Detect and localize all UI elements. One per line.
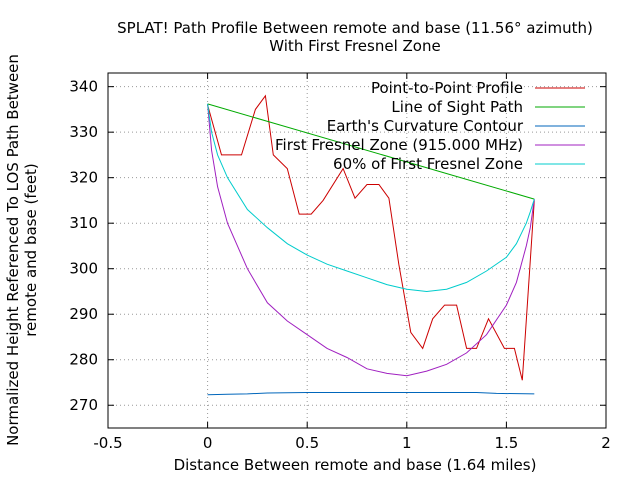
x-tick-label: 0 xyxy=(203,434,213,452)
legend-label-2: Earth's Curvature Contour xyxy=(327,117,524,135)
x-tick-label: 1 xyxy=(402,434,412,452)
chart-subtitle: With First Fresnel Zone xyxy=(269,37,440,55)
chart-title: SPLAT! Path Profile Between remote and b… xyxy=(117,19,593,37)
x-tick-label: 1.5 xyxy=(494,434,518,452)
y-tick-label: 270 xyxy=(69,396,98,414)
y-tick-label: 280 xyxy=(69,351,98,369)
plot-frame xyxy=(107,72,607,429)
y-axis-label-line1: Normalized Height Referenced To LOS Path… xyxy=(4,54,22,446)
series-line-2 xyxy=(207,392,535,396)
x-tick-label: 2 xyxy=(601,434,611,452)
x-axis-label: Distance Between remote and base (1.64 m… xyxy=(174,456,537,474)
series-line-1 xyxy=(207,103,535,200)
y-axis-label-line2: remote and base (feet) xyxy=(22,163,40,337)
y-tick-label: 330 xyxy=(69,123,98,141)
series-group xyxy=(207,94,535,396)
legend-label-3: First Fresnel Zone (915.000 MHz) xyxy=(275,136,523,154)
x-tick-label: 0.5 xyxy=(295,434,319,452)
y-tick-label: 340 xyxy=(69,78,98,96)
y-tick-label: 320 xyxy=(69,169,98,187)
x-tick-label: -0.5 xyxy=(93,434,122,452)
grid xyxy=(108,73,606,428)
series-line-0 xyxy=(207,94,535,381)
axis-ticks: -0.5 0 0.5 1 1.5 2 270 280 290 300 310 320 330 340 xyxy=(69,73,611,452)
y-tick-label: 310 xyxy=(69,214,98,232)
y-tick-label: 300 xyxy=(69,260,98,278)
legend-label-0: Point-to-Point Profile xyxy=(371,79,523,97)
series-line-4 xyxy=(207,103,535,293)
legend-label-4: 60% of First Fresnel Zone xyxy=(333,155,523,173)
y-tick-label: 290 xyxy=(69,305,98,323)
legend-label-1: Line of Sight Path xyxy=(391,98,523,116)
series-line-3 xyxy=(207,103,535,377)
